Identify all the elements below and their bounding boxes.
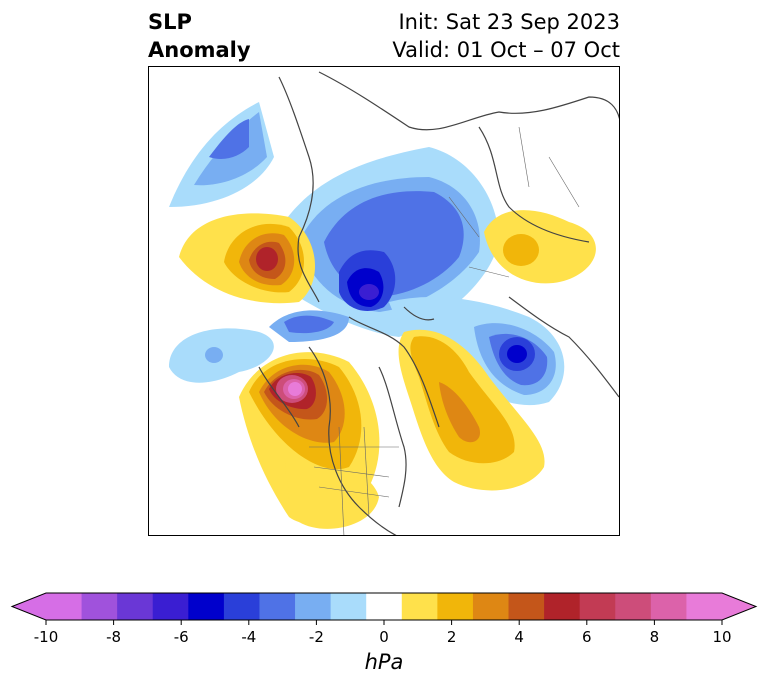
colorbar-segment xyxy=(508,593,545,620)
colorbar-segment xyxy=(152,593,189,620)
colorbar-min-extend xyxy=(12,593,46,620)
colorbar-segment xyxy=(295,593,332,620)
colorbar-segment xyxy=(259,593,296,620)
colorbar-units: hPa xyxy=(364,650,404,674)
map-subtitle: Init: Sat 23 Sep 2023 Valid: 01 Oct – 07… xyxy=(392,8,620,64)
colorbar-tick-label: -8 xyxy=(106,628,122,646)
colorbar-tick-label: -6 xyxy=(173,628,189,646)
map-canvas xyxy=(169,71,619,535)
map-panel xyxy=(148,66,620,536)
colorbar-segment xyxy=(188,593,225,620)
title-line-2: Anomaly xyxy=(148,38,251,62)
colorbar-segment xyxy=(686,593,723,620)
borders xyxy=(309,126,580,535)
colorbar-segment xyxy=(117,593,154,620)
colorbar-segment xyxy=(615,593,652,620)
init-date: Init: Sat 23 Sep 2023 xyxy=(398,10,620,34)
colorbar-tick-label: 10 xyxy=(712,628,732,646)
colorbar-tick-label: 4 xyxy=(514,628,524,646)
colorbar-segment xyxy=(223,593,260,620)
map-title: SLP Anomaly xyxy=(148,8,251,64)
title-line-1: SLP xyxy=(148,10,192,34)
colorbar-tick-label: 0 xyxy=(379,628,389,646)
colorbar-tick-label: 8 xyxy=(649,628,660,646)
colorbar xyxy=(10,592,758,625)
colorbar-tick-label: -10 xyxy=(33,628,59,646)
colorbar-segment xyxy=(330,593,367,620)
colorbar-segment xyxy=(46,593,83,620)
colorbar-segment xyxy=(650,593,687,620)
colorbar-segment xyxy=(579,593,616,620)
coastlines xyxy=(258,71,619,535)
valid-range: Valid: 01 Oct – 07 Oct xyxy=(392,38,620,62)
colorbar-tick-label: -2 xyxy=(308,628,324,646)
colorbar-tick-label: 6 xyxy=(582,628,592,646)
colorbar-segment xyxy=(81,593,118,620)
colorbar-tick-label: 2 xyxy=(446,628,457,646)
colorbar-segment xyxy=(472,593,510,620)
anomaly-eurasia-high xyxy=(484,210,596,284)
colorbar-segment xyxy=(437,593,474,620)
colorbar-max-extend xyxy=(722,593,756,620)
colorbar-segment xyxy=(401,593,438,620)
colorbar-segment xyxy=(366,593,403,620)
colorbar-segment xyxy=(544,593,581,620)
colorbar-tick-label: -4 xyxy=(241,628,257,646)
